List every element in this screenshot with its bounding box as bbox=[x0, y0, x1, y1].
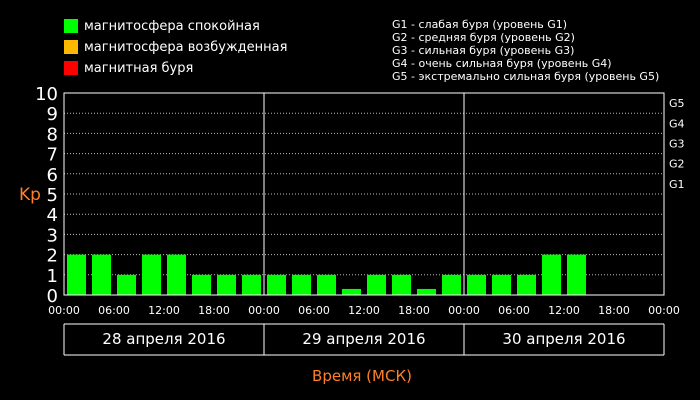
bar bbox=[192, 274, 211, 295]
x-tick-label: 06:00 bbox=[298, 304, 330, 317]
legend-item-quiet: магнитосфера спокойная bbox=[64, 17, 260, 35]
bar bbox=[517, 274, 536, 295]
bar bbox=[492, 274, 511, 295]
g-legend-g3: G3 - сильная буря (уровень G3) bbox=[392, 44, 575, 57]
y-tick-label: 8 bbox=[47, 124, 58, 145]
y-tick-label: 5 bbox=[47, 185, 58, 206]
y-axis-label: Kp bbox=[19, 185, 41, 205]
x-tick-label: 12:00 bbox=[148, 304, 180, 317]
bar bbox=[367, 274, 386, 295]
y-tick-label: 10 bbox=[35, 84, 58, 105]
g-legend-g1: G1 - слабая буря (уровень G1) bbox=[392, 18, 568, 31]
g-legend-g5: G5 - экстремально сильная буря (уровень … bbox=[392, 70, 660, 83]
bar bbox=[142, 254, 161, 295]
bar bbox=[67, 254, 86, 295]
g-tick-label: G5 bbox=[669, 97, 685, 110]
bars bbox=[67, 254, 586, 295]
bar bbox=[292, 274, 311, 295]
y-tick-label: 6 bbox=[47, 165, 58, 186]
x-tick-label: 18:00 bbox=[598, 304, 630, 317]
legend-swatch-excited bbox=[64, 40, 78, 54]
legend-item-storm: магнитная буря bbox=[64, 59, 193, 77]
bar bbox=[442, 274, 461, 295]
bar bbox=[467, 274, 486, 295]
y-tick-label: 1 bbox=[47, 266, 58, 287]
legend-swatch-quiet bbox=[64, 19, 78, 33]
day-labels: 28 апреля 2016 29 апреля 2016 30 апреля 20… bbox=[63, 323, 665, 356]
y-tick-label: 2 bbox=[47, 246, 58, 267]
x-tick-label: 18:00 bbox=[398, 304, 430, 317]
g-legend-g4: G4 - очень сильная буря (уровень G4) bbox=[392, 57, 612, 70]
y-tick-label: 0 bbox=[47, 286, 58, 307]
bar bbox=[267, 274, 286, 295]
x-tick-labels: 00:00 06:00 12:00 18:00 00:00 06:00 12:00 18:00… bbox=[48, 304, 680, 317]
g-legend-g2: G2 - средняя буря (уровень G2) bbox=[392, 31, 575, 44]
g-tick-label: G1 bbox=[669, 178, 685, 191]
x-tick-label: 00:00 bbox=[648, 304, 680, 317]
g-tick-label: G2 bbox=[669, 158, 685, 171]
x-tick-label: 18:00 bbox=[198, 304, 230, 317]
legend-label-excited: магнитосфера возбужденная bbox=[84, 39, 288, 55]
x-tick-label: 00:00 bbox=[48, 304, 80, 317]
bar bbox=[542, 254, 561, 295]
x-tick-label: 06:00 bbox=[498, 304, 530, 317]
day-label: 30 апреля 2016 bbox=[502, 330, 625, 348]
bar bbox=[317, 274, 336, 295]
bar bbox=[417, 288, 436, 295]
legend-item-excited: магнитосфера возбужденная bbox=[64, 38, 287, 56]
day-label: 28 апреля 2016 bbox=[102, 330, 225, 348]
legend-label-quiet: магнитосфера спокойная bbox=[84, 18, 260, 34]
bar bbox=[342, 288, 361, 295]
x-tick-label: 12:00 bbox=[548, 304, 580, 317]
x-axis-label: Время (МСК) bbox=[312, 367, 412, 385]
x-tick-label: 06:00 bbox=[98, 304, 130, 317]
bar bbox=[92, 254, 111, 295]
legend-swatch-storm bbox=[64, 61, 78, 75]
y-tick-label: 4 bbox=[47, 205, 58, 226]
g-tick-label: G4 bbox=[669, 117, 685, 130]
axes bbox=[63, 92, 665, 296]
day-label: 29 апреля 2016 bbox=[302, 330, 425, 348]
bar bbox=[117, 274, 136, 295]
bar bbox=[392, 274, 411, 295]
bar bbox=[167, 254, 186, 295]
x-tick-label: 00:00 bbox=[448, 304, 480, 317]
x-tick-label: 00:00 bbox=[248, 304, 280, 317]
gridlines bbox=[64, 92, 664, 276]
g-tick-label: G3 bbox=[669, 138, 685, 151]
bar bbox=[567, 254, 586, 295]
y-tick-label: 7 bbox=[47, 145, 58, 166]
bar bbox=[217, 274, 236, 295]
y-tick-label: 9 bbox=[47, 104, 58, 125]
g-tick-labels: G1 G2 G3 G4 G5 bbox=[669, 97, 685, 191]
x-tick-label: 12:00 bbox=[348, 304, 380, 317]
legend-label-storm: магнитная буря bbox=[84, 60, 194, 76]
plot-frame bbox=[63, 92, 665, 296]
bar bbox=[242, 274, 261, 295]
y-tick-label: 3 bbox=[47, 225, 58, 246]
